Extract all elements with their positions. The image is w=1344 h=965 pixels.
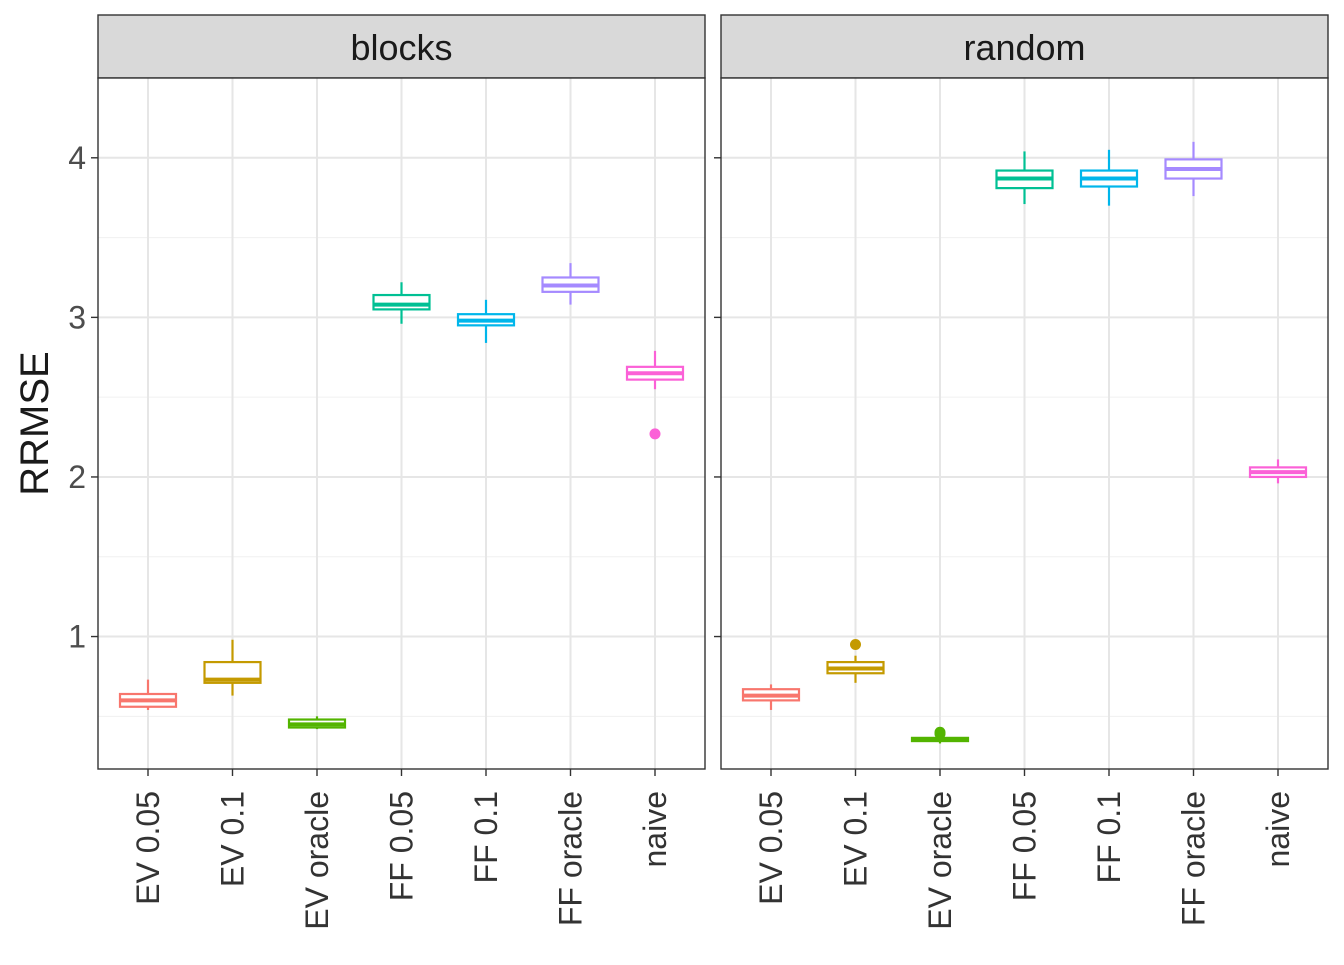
y-axis-title: RRMSE bbox=[13, 351, 57, 495]
x-tick-label-random: naive bbox=[1260, 791, 1296, 868]
x-tick-label-random: FF oracle bbox=[1176, 791, 1212, 926]
x-tick-label-random: EV 0.05 bbox=[753, 791, 789, 905]
box-random-ev-0.1-outlier bbox=[850, 639, 861, 651]
y-tick-label: 1 bbox=[68, 619, 86, 655]
x-tick-label-blocks: EV 0.1 bbox=[215, 791, 251, 887]
y-tick-label: 3 bbox=[68, 299, 86, 335]
panel-strip-blocks bbox=[97, 14, 706, 79]
x-tick-label-random: FF 0.05 bbox=[1007, 791, 1043, 901]
box-blocks-ff-0.05 bbox=[372, 293, 431, 311]
panel-title-random: random bbox=[963, 27, 1085, 68]
panel-title-blocks: blocks bbox=[350, 27, 452, 68]
x-tick-label-random: FF 0.1 bbox=[1091, 791, 1127, 883]
x-tick-label-blocks: FF oracle bbox=[553, 791, 589, 926]
y-tick-label: 4 bbox=[68, 140, 86, 176]
box-blocks-naive-outlier bbox=[649, 428, 661, 440]
x-tick-label-random: EV oracle bbox=[922, 791, 958, 930]
x-tick-label-blocks: naive bbox=[637, 791, 673, 868]
x-tick-label-blocks: FF 0.1 bbox=[468, 791, 504, 883]
x-tick-label-blocks: EV 0.05 bbox=[130, 791, 166, 905]
panel-strip-random bbox=[720, 14, 1329, 79]
x-tick-label-random: EV 0.1 bbox=[838, 791, 874, 887]
box-random-ev-oracle-outlier bbox=[934, 728, 946, 740]
x-tick-label-blocks: FF 0.05 bbox=[384, 791, 420, 901]
x-tick-label-blocks: EV oracle bbox=[299, 791, 335, 930]
y-tick-label: 2 bbox=[68, 459, 86, 495]
